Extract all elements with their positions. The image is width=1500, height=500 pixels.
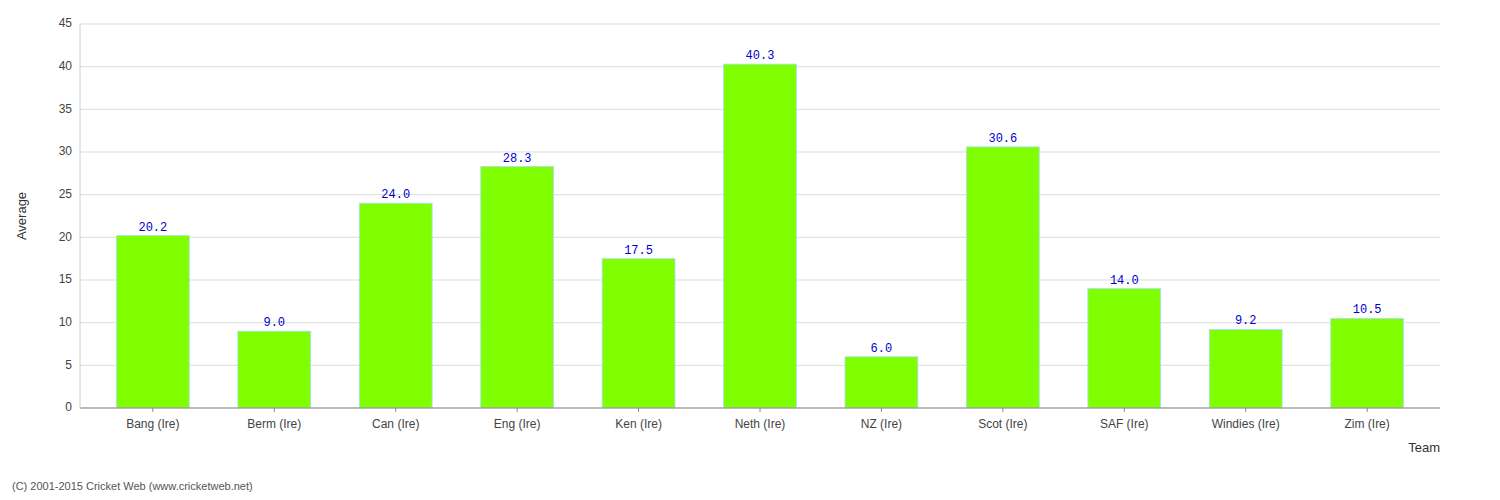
bar xyxy=(966,147,1039,408)
chart-container: 0 5 10 15 20 25 30 35 40 45 20.2 9.0 24.0 28.3 17.5 40.… xyxy=(0,0,1500,500)
bar xyxy=(1331,318,1404,408)
data-label: 9.2 xyxy=(1235,314,1257,328)
x-tick-label: Scot (Ire) xyxy=(978,417,1027,431)
bar xyxy=(481,167,554,408)
y-tick-label: 10 xyxy=(59,315,73,329)
footer-text: (C) 2001-2015 Cricket Web (www.cricketwe… xyxy=(12,480,253,492)
data-label: 14.0 xyxy=(1110,274,1139,288)
x-axis-label: Team xyxy=(1408,440,1440,455)
x-tick xyxy=(1124,408,1125,412)
y-axis-label: Average xyxy=(14,192,29,240)
bar xyxy=(602,259,675,408)
x-tick-label: Can (Ire) xyxy=(372,417,419,431)
x-tick xyxy=(1245,408,1246,412)
x-tick-label: Berm (Ire) xyxy=(247,417,301,431)
x-tick xyxy=(395,408,396,412)
data-label: 10.5 xyxy=(1353,303,1382,317)
bar xyxy=(845,357,918,408)
bar xyxy=(359,203,432,408)
x-tick-label: Bang (Ire) xyxy=(126,417,179,431)
data-labels: 20.2 9.0 24.0 28.3 17.5 40.3 6.0 30.6 14.0 9.2 10.… xyxy=(138,49,1381,356)
x-tick xyxy=(517,408,518,412)
x-tick xyxy=(1367,408,1368,412)
x-tick xyxy=(1002,408,1003,412)
y-tick-label: 0 xyxy=(65,400,72,414)
data-label: 20.2 xyxy=(138,221,167,235)
data-label: 24.0 xyxy=(381,188,410,202)
x-axis: Bang (Ire) Berm (Ire) Can (Ire) Eng (Ire) Ke… xyxy=(126,408,1390,431)
x-tick-label: Windies (Ire) xyxy=(1212,417,1280,431)
grid xyxy=(80,24,1440,408)
grid-line xyxy=(80,24,1440,25)
x-tick xyxy=(152,408,153,412)
y-tick-label: 5 xyxy=(65,358,72,372)
x-tick-label: NZ (Ire) xyxy=(861,417,902,431)
data-label: 40.3 xyxy=(746,49,775,63)
data-label: 17.5 xyxy=(624,244,653,258)
data-label: 30.6 xyxy=(988,132,1017,146)
data-label: 9.0 xyxy=(263,316,285,330)
x-tick xyxy=(881,408,882,412)
x-tick xyxy=(760,408,761,412)
bars xyxy=(116,64,1403,408)
x-tick-label: Eng (Ire) xyxy=(494,417,541,431)
bar xyxy=(724,64,797,408)
x-tick xyxy=(638,408,639,412)
x-tick xyxy=(274,408,275,412)
x-tick-label: SAF (Ire) xyxy=(1100,417,1149,431)
y-tick-label: 45 xyxy=(59,16,73,30)
y-axis: 0 5 10 15 20 25 30 35 40 45 xyxy=(59,16,73,414)
bar xyxy=(238,331,311,408)
x-tick-label: Ken (Ire) xyxy=(615,417,662,431)
x-tick-label: Zim (Ire) xyxy=(1344,417,1389,431)
y-tick-label: 40 xyxy=(59,59,73,73)
bar xyxy=(1088,289,1161,408)
y-tick-label: 35 xyxy=(59,102,73,116)
bar xyxy=(116,236,189,408)
y-axis-line xyxy=(80,24,81,408)
data-label: 6.0 xyxy=(871,342,893,356)
y-tick-label: 20 xyxy=(59,230,73,244)
y-tick-label: 30 xyxy=(59,144,73,158)
y-tick-label: 15 xyxy=(59,272,73,286)
chart-svg: 0 5 10 15 20 25 30 35 40 45 20.2 9.0 24.0 28.3 17.5 40.… xyxy=(0,0,1500,500)
data-label: 28.3 xyxy=(503,152,532,166)
bar xyxy=(1209,329,1282,408)
x-tick-label: Neth (Ire) xyxy=(735,417,786,431)
y-tick-label: 25 xyxy=(59,187,73,201)
